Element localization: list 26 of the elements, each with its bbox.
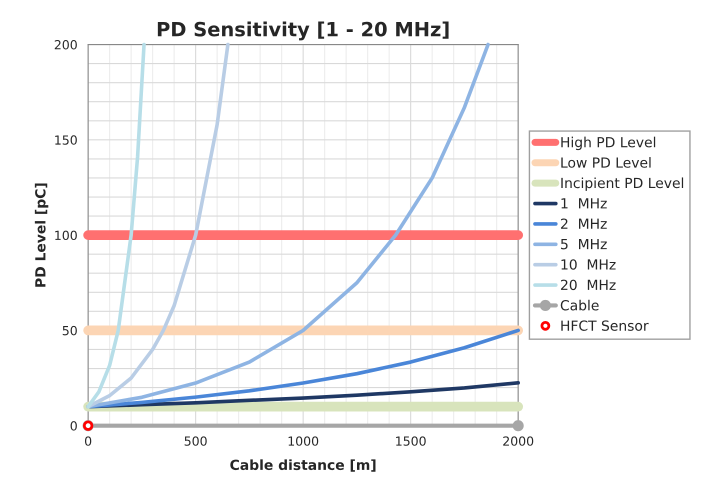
y-tick-label: 50	[62, 326, 77, 336]
y-tick-label: 200	[54, 40, 77, 50]
legend-label: 2 MHz	[560, 218, 607, 229]
x-axis-title: Cable distance [m]	[230, 459, 376, 472]
legend-label: 5 MHz	[561, 239, 607, 250]
legend-label: Low PD Level	[561, 157, 651, 168]
legend-label: Cable	[560, 300, 599, 311]
x-tick-label: 1500	[396, 436, 426, 446]
legend-label: 1 MHz	[562, 198, 607, 208]
line-series	[86, 42, 230, 408]
y-axis-title: PD Level [pC]	[34, 183, 48, 287]
x-tick-label: 2000	[503, 436, 534, 446]
legend-label: 20 MHz	[560, 280, 616, 290]
legend-label: Incipient PD Level	[561, 177, 684, 191]
legend-label: High PD Level	[561, 136, 656, 150]
line-series	[86, 42, 146, 408]
x-tick-label: 0	[84, 436, 92, 446]
legend-label: 10 MHz	[562, 259, 616, 270]
x-tick-label: 1000	[288, 436, 318, 446]
y-tick-label: 100	[55, 230, 77, 240]
chart-title: PD Sensitivity [1 - 20 MHz]	[158, 21, 449, 40]
y-tick-label: 150	[55, 135, 77, 145]
y-tick-label: 0	[70, 421, 77, 431]
x-tick-label: 500	[184, 436, 207, 446]
legend-label: HFCT Sensor	[561, 320, 649, 331]
line-series	[86, 42, 490, 408]
